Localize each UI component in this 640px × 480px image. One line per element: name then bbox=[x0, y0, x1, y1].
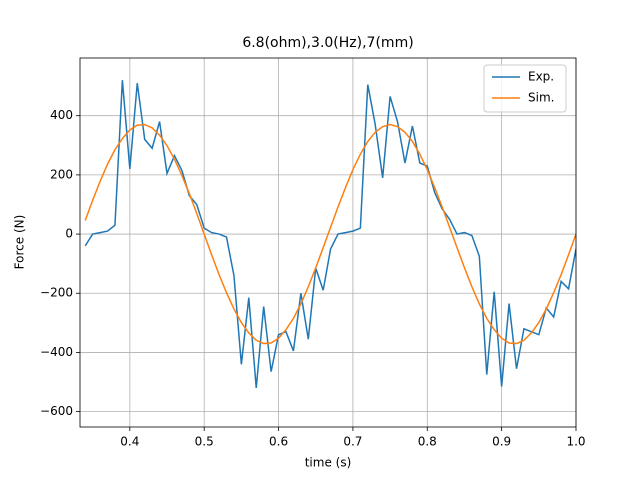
x-tick-label: 0.6 bbox=[269, 435, 288, 449]
chart-title: 6.8(ohm),3.0(Hz),7(mm) bbox=[242, 35, 413, 51]
y-tick-label: −200 bbox=[40, 286, 73, 300]
x-tick-label: 0.4 bbox=[120, 435, 139, 449]
y-axis-label: Force (N) bbox=[13, 215, 27, 270]
plot-frame bbox=[79, 57, 577, 428]
x-tick-label: 0.5 bbox=[195, 435, 214, 449]
y-tick-label: −600 bbox=[40, 404, 73, 418]
x-axis-label: time (s) bbox=[305, 456, 352, 470]
x-tick-label: 0.7 bbox=[343, 435, 362, 449]
x-tick-label: 1.0 bbox=[566, 435, 585, 449]
series-line bbox=[84, 123, 576, 345]
y-tick-label: 0 bbox=[65, 227, 73, 241]
y-tick-label: 400 bbox=[50, 108, 73, 122]
y-tick-label: 200 bbox=[50, 167, 73, 181]
legend-label: Exp. bbox=[528, 70, 554, 84]
y-tick-label: −400 bbox=[40, 345, 73, 359]
legend-label: Sim. bbox=[528, 91, 554, 105]
x-tick-label: 0.9 bbox=[492, 435, 511, 449]
series-line bbox=[84, 80, 576, 389]
x-tick-label: 0.8 bbox=[418, 435, 437, 449]
